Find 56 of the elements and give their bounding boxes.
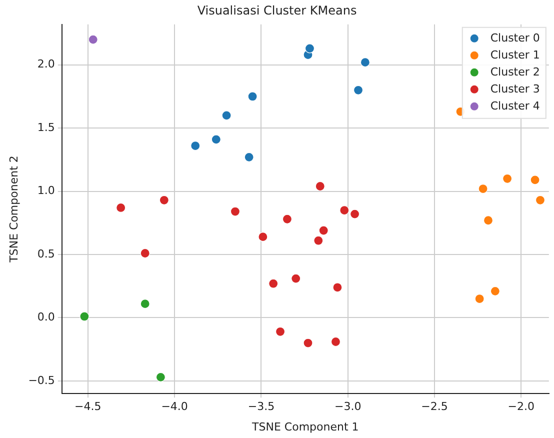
y-tick-label: 0.5 xyxy=(37,247,55,260)
legend-label: Cluster 3 xyxy=(490,82,540,96)
point xyxy=(156,372,166,382)
point xyxy=(88,34,98,44)
x-tick-label: −2.5 xyxy=(421,400,448,414)
point xyxy=(350,209,360,219)
legend-label: Cluster 4 xyxy=(490,99,540,112)
point xyxy=(248,92,258,102)
point xyxy=(304,44,315,54)
point xyxy=(315,181,325,192)
point xyxy=(222,110,232,120)
point xyxy=(474,294,484,304)
point xyxy=(116,202,126,213)
point xyxy=(140,248,150,258)
x-tick-label: −3.5 xyxy=(248,400,275,414)
point xyxy=(80,312,90,322)
point xyxy=(353,85,364,95)
point xyxy=(332,282,342,292)
y-tick-label: 1.5 xyxy=(37,120,55,134)
point xyxy=(502,174,512,184)
y-tick-label: 2.0 xyxy=(37,58,55,71)
point xyxy=(291,274,301,284)
point xyxy=(318,226,328,236)
x-tick-label: −2.0 xyxy=(508,400,535,414)
point xyxy=(490,286,500,296)
point xyxy=(330,336,341,347)
y-axis-title: TSNE Component 2 xyxy=(7,156,20,264)
point xyxy=(230,206,240,216)
y-tick-label: 1.0 xyxy=(37,184,55,198)
point xyxy=(483,216,494,226)
legend-label: Cluster 1 xyxy=(490,48,540,62)
point xyxy=(159,195,169,205)
point xyxy=(535,195,546,205)
point xyxy=(360,58,370,68)
legend-label: Cluster 0 xyxy=(490,31,540,44)
point xyxy=(314,236,324,246)
y-tick-label: 0.0 xyxy=(37,310,55,324)
point xyxy=(211,134,221,144)
point xyxy=(268,278,278,288)
x-tick-label: −4.5 xyxy=(74,400,102,414)
chart-title: Visualisasi Cluster KMeans xyxy=(197,3,357,18)
point xyxy=(140,299,150,309)
point xyxy=(303,338,313,348)
point xyxy=(530,175,540,185)
point xyxy=(340,205,350,216)
y-tick-label: −0.5 xyxy=(28,374,55,387)
x-tick-label: −4.0 xyxy=(161,400,188,414)
point xyxy=(275,326,286,336)
point xyxy=(258,232,268,242)
point xyxy=(244,152,254,162)
point xyxy=(282,214,292,224)
legend-label: Cluster 2 xyxy=(490,65,540,78)
x-tick-label: −3.0 xyxy=(334,400,362,414)
point xyxy=(478,184,488,194)
x-axis-title: TSNE Component 1 xyxy=(251,420,359,434)
point xyxy=(190,140,200,151)
